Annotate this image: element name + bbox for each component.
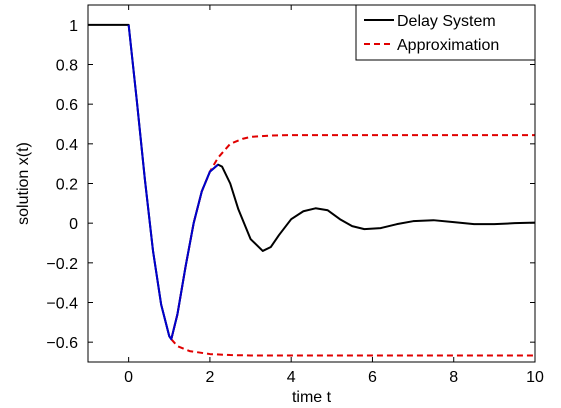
y-tick-label: 0.4	[56, 137, 78, 154]
y-tick-label: −0.2	[46, 256, 78, 273]
y-tick-label: −0.4	[46, 296, 78, 313]
legend-label-approximation: Approximation	[397, 37, 499, 54]
x-tick-label: 2	[205, 369, 214, 386]
legend-label-delay-system: Delay System	[397, 13, 496, 30]
approximation-line-2	[170, 134, 535, 340]
y-tick-label: 1	[69, 18, 78, 35]
y-tick-label: −0.6	[46, 335, 78, 352]
x-axis-label: time t	[292, 389, 332, 406]
x-tick-label: 4	[287, 369, 296, 386]
y-tick-label: 0.8	[56, 58, 78, 75]
delay-system-line	[88, 23, 535, 341]
y-tick-label: 0.6	[56, 97, 78, 114]
x-tick-label: 6	[368, 369, 377, 386]
y-axis-label: solution x(t)	[15, 142, 32, 225]
approximation-line-1	[170, 338, 535, 357]
y-tick-label: 0	[69, 216, 78, 233]
series-2-line	[127, 24, 219, 341]
plot-series	[88, 23, 535, 357]
x-tick-label: 0	[124, 369, 133, 386]
axis-ticks: 0 2 4 6 8 10 −0.6 −0.4 −0.2 0 0.2 0.4 0.6 0.8 1	[46, 5, 544, 386]
legend: Delay System Approximation	[355, 4, 536, 61]
legend-box	[355, 4, 536, 61]
x-tick-label: 10	[526, 369, 544, 386]
y-tick-label: 0.2	[56, 177, 78, 194]
x-tick-label: 8	[449, 369, 458, 386]
